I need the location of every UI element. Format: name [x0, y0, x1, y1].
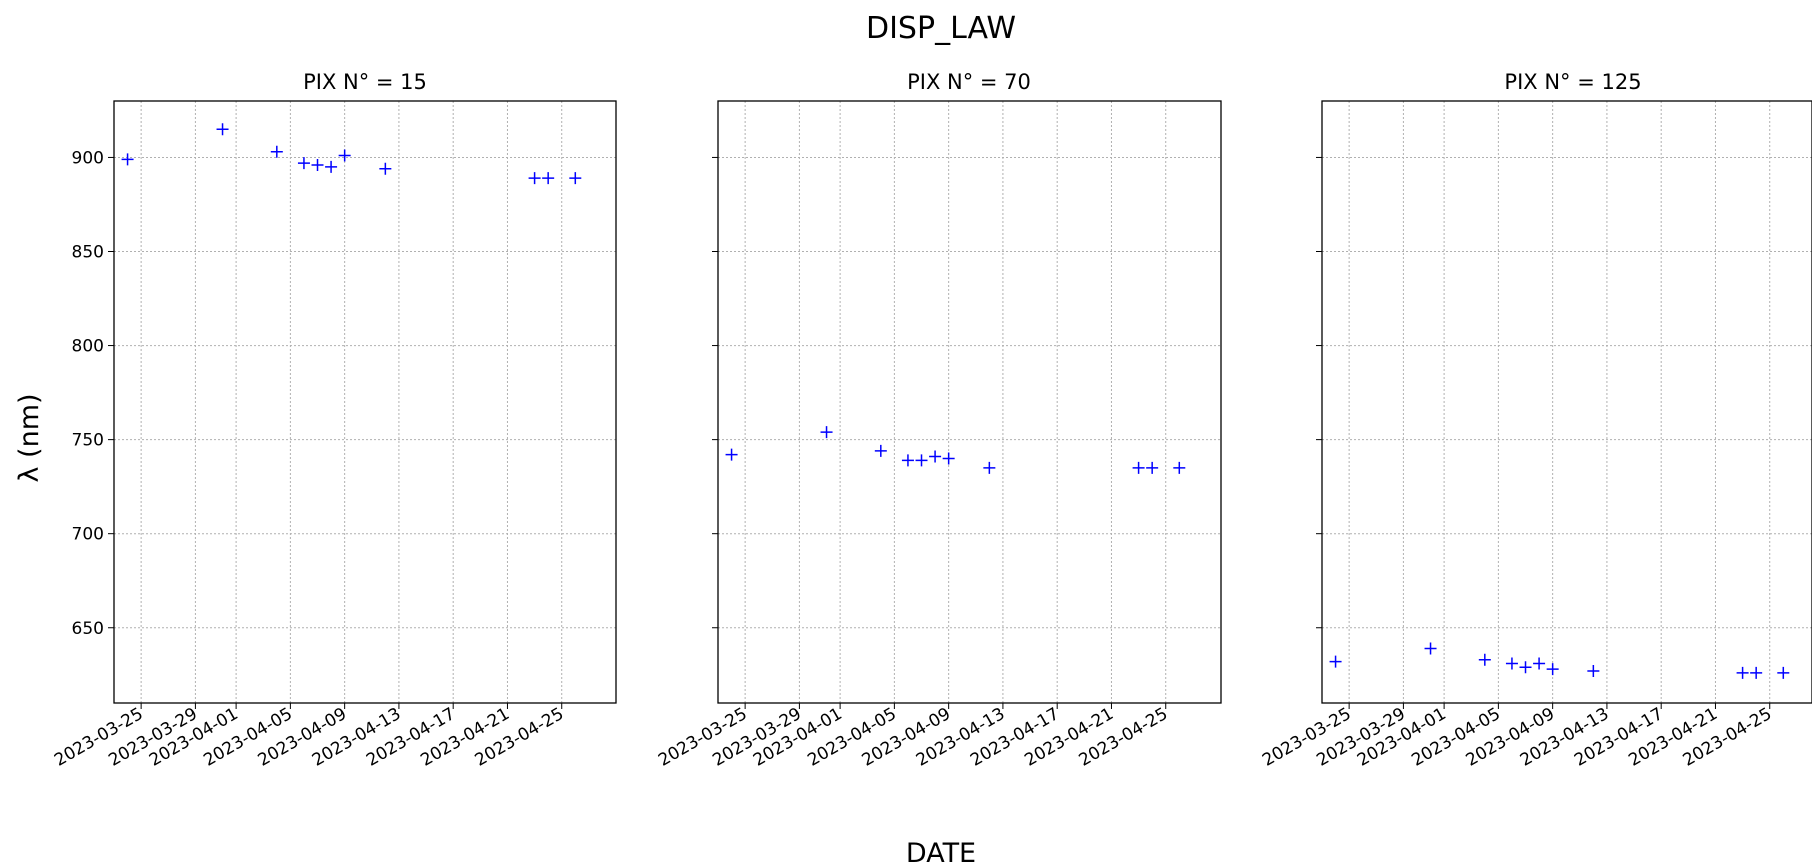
plot-frame [717, 100, 1222, 704]
data-point [1478, 653, 1491, 666]
data-point [1750, 666, 1763, 679]
data-point [121, 153, 134, 166]
data-point [929, 450, 942, 463]
data-point [983, 461, 996, 474]
data-point [1505, 657, 1518, 670]
data-point [1146, 461, 1159, 474]
data-points [1329, 642, 1790, 679]
plot-frame [113, 100, 617, 704]
data-points [121, 123, 582, 185]
data-point [901, 454, 914, 467]
data-point [1424, 642, 1437, 655]
data-point [1519, 661, 1532, 674]
data-point [528, 172, 541, 185]
y-tick-label: 750 [72, 431, 104, 451]
y-tick-label: 650 [72, 619, 104, 639]
y-tick-label: 900 [72, 148, 104, 168]
panel-title: PIX N° = 15 [303, 70, 427, 94]
data-point [1546, 663, 1559, 676]
data-point [338, 149, 351, 162]
data-point [1329, 655, 1342, 668]
y-tick-label: 700 [72, 525, 104, 545]
y-tick-label: 850 [72, 243, 104, 263]
data-point [270, 145, 283, 158]
data-points [725, 426, 1186, 474]
data-point [874, 444, 887, 457]
data-point [942, 452, 955, 465]
data-point [915, 454, 928, 467]
data-point [820, 426, 833, 439]
data-point [542, 172, 555, 185]
data-point [1587, 665, 1600, 678]
data-point [297, 157, 310, 170]
data-point [1736, 666, 1749, 679]
figure-title: DISP_LAW [866, 11, 1016, 46]
plot-frame [1321, 100, 1812, 704]
data-point [216, 123, 229, 136]
data-point [725, 448, 738, 461]
data-point [569, 172, 582, 185]
data-point [1173, 461, 1186, 474]
panel-title: PIX N° = 125 [1504, 70, 1641, 94]
data-point [311, 158, 324, 171]
y-axis-label: λ (nm) [14, 393, 45, 482]
data-point [379, 162, 392, 175]
data-point [1132, 461, 1145, 474]
y-tick-label: 800 [72, 337, 104, 357]
data-point [1533, 657, 1546, 670]
x-axis-label: DATE [906, 838, 976, 865]
data-point [1777, 666, 1790, 679]
panel-title: PIX N° = 70 [907, 70, 1031, 94]
data-point [325, 160, 338, 173]
